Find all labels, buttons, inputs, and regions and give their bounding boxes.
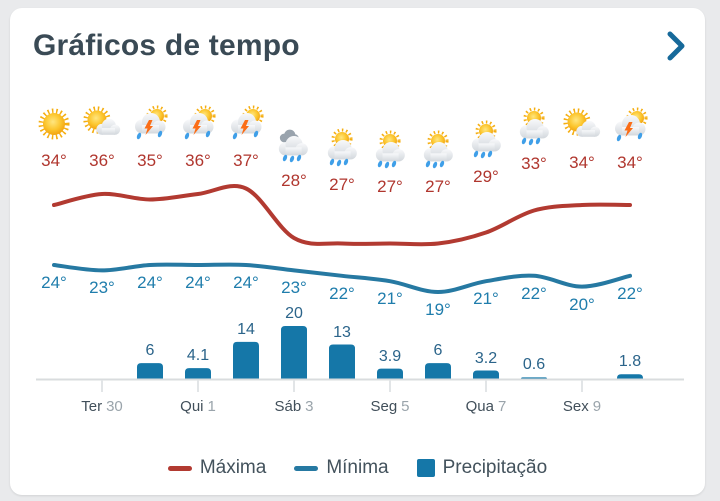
page-title: Gráficos de tempo [33, 29, 300, 62]
legend-item-precipitacao[interactable]: Precipitação [416, 457, 548, 479]
maxima-line-swatch [167, 465, 192, 471]
legend-label: Mínima [326, 457, 389, 478]
legend-label: Precipitação [442, 457, 548, 478]
precipitacao-square-swatch [416, 459, 435, 477]
weather-chart-card [10, 8, 705, 495]
card-header: Gráficos de tempo [10, 8, 705, 70]
legend-item-minima[interactable]: Mínima [294, 457, 389, 479]
chart-legend: Máxima Mínima Precipitação [10, 450, 705, 486]
chevron-right-icon[interactable] [665, 31, 687, 61]
legend-item-maxima[interactable]: Máxima [167, 457, 267, 479]
legend-label: Máxima [199, 457, 267, 478]
minima-line-swatch [294, 465, 319, 471]
